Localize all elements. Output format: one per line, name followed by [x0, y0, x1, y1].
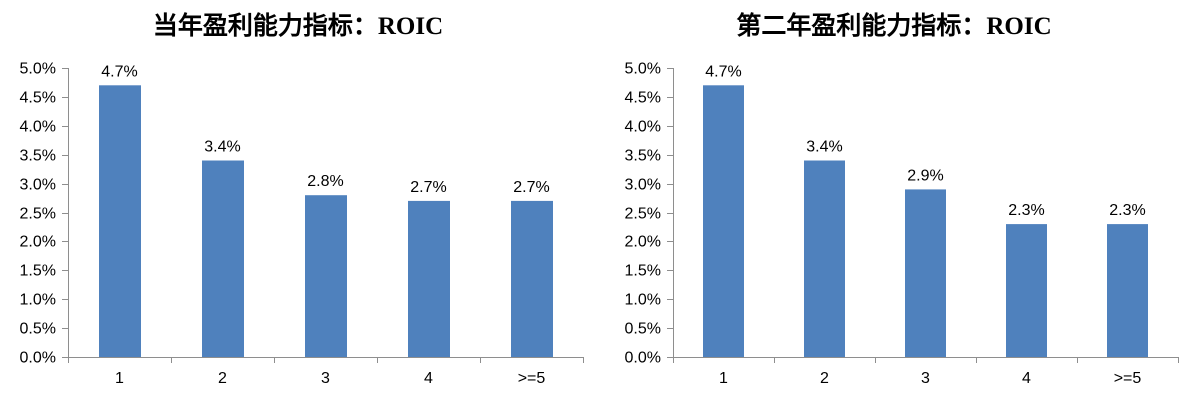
y-tick-label: 1.5%	[625, 263, 661, 280]
y-tick-label: 4.5%	[625, 90, 661, 107]
y-tick-label: 0.5%	[20, 321, 56, 338]
bar	[305, 195, 347, 357]
x-category-label: 3	[921, 370, 930, 387]
y-tick-label: 1.5%	[20, 263, 56, 280]
chart-current-year-roic: 0.0% 0.5% 1.0% 1.5% 2.0% 2.5% 3.0% 3.5% 4.0% 4.5%…	[19, 13, 584, 387]
bar-value-label: 3.4%	[806, 139, 842, 156]
bar-value-label: 2.3%	[1109, 202, 1145, 219]
bar	[202, 160, 244, 357]
y-tick-label: 0.0%	[625, 350, 661, 367]
bar-value-label: 2.8%	[307, 173, 343, 190]
y-tick-label: 0.0%	[20, 350, 56, 367]
y-tick-label: 2.0%	[20, 234, 56, 251]
bar-value-label: 3.4%	[204, 139, 240, 156]
bar-value-label: 2.3%	[1008, 202, 1044, 219]
y-tick-label: 3.0%	[20, 177, 56, 194]
bar	[99, 85, 141, 358]
x-category-label: >=5	[518, 370, 546, 387]
chart-title-second-year: 第二年盈利能力指标：ROIC	[736, 13, 1052, 40]
x-category-label: 3	[321, 370, 330, 387]
bar-value-label: 4.7%	[101, 63, 137, 80]
y-tick-label: 4.0%	[20, 119, 56, 136]
x-category-label: 4	[1022, 370, 1031, 387]
bar	[703, 85, 744, 358]
y-tick-label: 3.5%	[20, 148, 56, 165]
y-tick-label: 0.5%	[625, 321, 661, 338]
bar-chart-current-year-roic: 0.0% 0.5% 1.0% 1.5% 2.0% 2.5% 3.0% 3.5% 4.0% 4.5%…	[20, 61, 584, 387]
x-category-label: 4	[424, 370, 433, 387]
y-tick-label: 2.5%	[20, 206, 56, 223]
y-tick-label: 3.5%	[625, 148, 661, 165]
y-tick-label: 5.0%	[20, 61, 56, 78]
y-tick-label: 1.0%	[20, 292, 56, 309]
bar-value-label: 2.7%	[513, 179, 549, 196]
bar	[1107, 224, 1148, 357]
y-tick-label: 4.5%	[20, 90, 56, 107]
bar-value-label: 2.9%	[907, 167, 943, 184]
y-tick-label: 5.0%	[625, 61, 661, 78]
bar	[804, 160, 845, 357]
bar	[905, 189, 946, 357]
bar-value-label: 2.7%	[410, 179, 446, 196]
y-tick-label: 1.0%	[625, 292, 661, 309]
y-tick-label: 3.0%	[625, 177, 661, 194]
x-category-label: >=5	[1114, 370, 1142, 387]
x-category-label: 2	[820, 370, 829, 387]
chart-title-current-year: 当年盈利能力指标：ROIC	[152, 13, 444, 40]
x-category-label: 1	[719, 370, 728, 387]
y-tick-label: 2.5%	[625, 206, 661, 223]
chart-second-year-roic: 0.0% 0.5% 1.0% 1.5% 2.0% 2.5% 3.0% 3.5% 4.0% 4.5%…	[596, 0, 1192, 414]
y-tick-label: 4.0%	[625, 119, 661, 136]
x-category-label: 1	[115, 370, 124, 387]
bar-chart-second-year-roic: 0.0% 0.5% 1.0% 1.5% 2.0% 2.5% 3.0% 3.5% 4.0% 4.5%…	[625, 61, 1179, 387]
bar	[408, 200, 450, 357]
x-category-label: 2	[218, 370, 227, 387]
y-tick-label: 2.0%	[625, 234, 661, 251]
bar	[1006, 224, 1047, 357]
bar-value-label: 4.7%	[705, 63, 741, 80]
bar	[511, 200, 553, 357]
